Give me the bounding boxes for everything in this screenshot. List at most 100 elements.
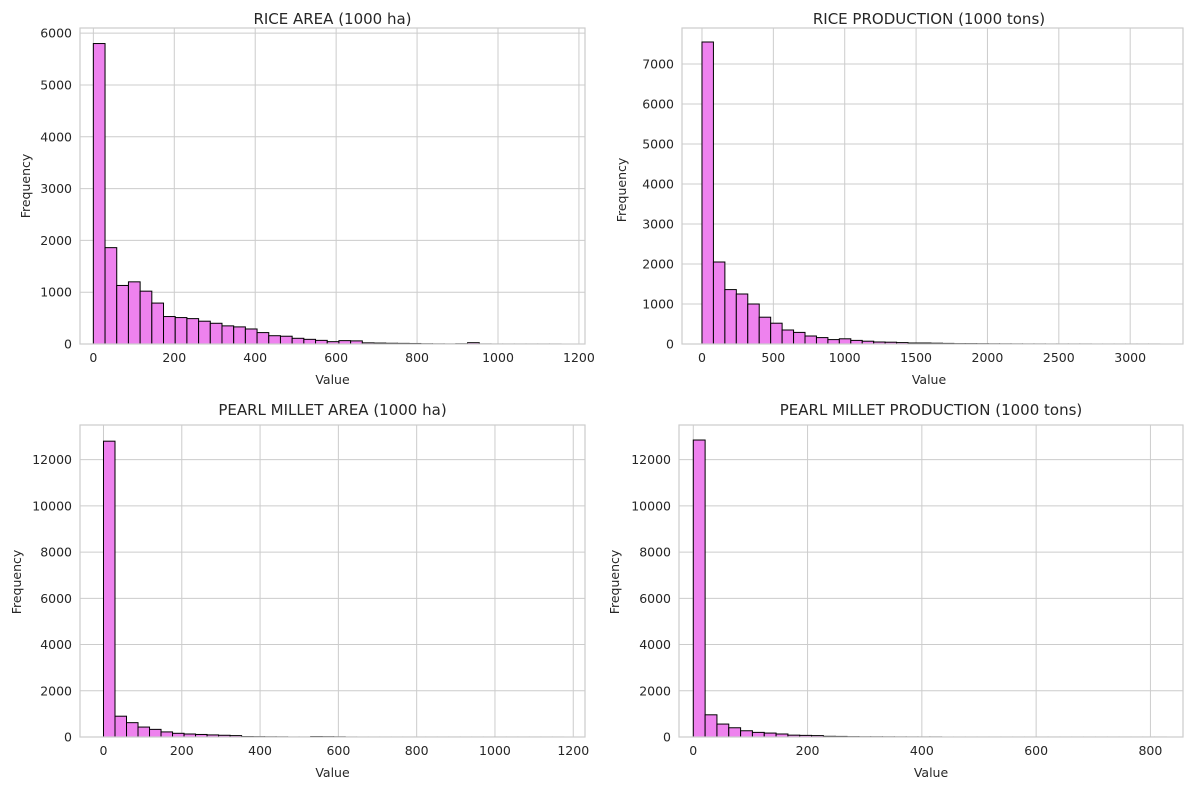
- x-axis-label: Value: [914, 765, 949, 780]
- tick-labels: 0 200 400 600 800 1000 1200 0 1000 2000 3000 4000 50…: [40, 26, 595, 365]
- x-tick-label: 2500: [1043, 350, 1075, 365]
- histogram-bar: [704, 714, 718, 738]
- panel-rice-area: 0 200 400 600 800 1000 1200 0 1000 2000 3000 4000 50…: [18, 10, 595, 387]
- x-tick-label: 600: [324, 350, 348, 365]
- x-tick-label: 200: [796, 743, 820, 758]
- y-tick-label: 8000: [639, 545, 671, 560]
- x-tick-label: 600: [326, 743, 350, 758]
- x-tick-label: 0: [100, 743, 108, 758]
- y-axis-label: Frequency: [614, 157, 629, 222]
- histogram-bar: [198, 320, 211, 345]
- x-tick-label: 1200: [557, 743, 589, 758]
- y-tick-label: 2000: [642, 257, 674, 272]
- histogram-bar: [716, 723, 730, 738]
- x-tick-label: 0: [689, 743, 697, 758]
- panel-pearl-millet-area: 0 200 400 600 800 1000 12000200040006000800010…: [9, 401, 589, 780]
- y-tick-label: 10000: [631, 498, 671, 513]
- histogram-bar: [126, 722, 139, 738]
- histogram-bar: [102, 440, 116, 738]
- histogram-bar: [163, 316, 176, 345]
- histogram-bar: [804, 335, 817, 345]
- histogram-bar: [174, 317, 188, 345]
- y-tick-label: 12000: [32, 452, 72, 467]
- x-tick-label: 400: [248, 743, 272, 758]
- histogram-bar: [151, 302, 165, 345]
- x-tick-label: 800: [1138, 743, 1162, 758]
- x-axis-label: Value: [315, 372, 350, 387]
- y-tick-label: 6000: [40, 591, 72, 606]
- histogram-bar: [740, 730, 753, 738]
- histogram-bar: [116, 284, 129, 345]
- y-tick-label: 8000: [40, 545, 72, 560]
- y-tick-label: 5000: [642, 137, 674, 152]
- y-tick-label: 7000: [642, 57, 674, 72]
- histogram-bar: [701, 41, 714, 345]
- y-axis-label: Frequency: [18, 153, 33, 218]
- y-tick-label: 12000: [631, 452, 671, 467]
- histogram-bar: [160, 731, 174, 738]
- x-tick-label: 1000: [829, 350, 861, 365]
- histogram-bar: [751, 731, 765, 738]
- y-tick-label: 6000: [40, 26, 72, 41]
- histogram-bar: [279, 335, 293, 345]
- x-tick-label: 500: [761, 350, 785, 365]
- plot-area-frame: [79, 424, 586, 738]
- histogram-bar: [268, 335, 281, 345]
- x-tick-label: 400: [910, 743, 934, 758]
- y-tick-label: 2000: [639, 683, 671, 698]
- chart-title: PEARL MILLET PRODUCTION (1000 tons): [780, 401, 1083, 419]
- x-tick-label: 1200: [563, 350, 595, 365]
- y-tick-label: 0: [663, 730, 671, 745]
- y-axis-label: Frequency: [607, 549, 622, 614]
- grid-lines: [80, 28, 585, 345]
- x-tick-label: 200: [162, 350, 186, 365]
- y-tick-label: 3000: [40, 181, 72, 196]
- chart-title: PEARL MILLET AREA (1000 ha): [218, 401, 446, 419]
- y-tick-label: 6000: [639, 591, 671, 606]
- plot-area-frame: [678, 424, 1184, 738]
- y-tick-label: 10000: [32, 498, 72, 513]
- tick-labels: 0 500 1000 1500 2000 2500 3000 0 1000 2000 3000 400…: [642, 57, 1146, 366]
- y-tick-label: 0: [666, 337, 674, 352]
- y-tick-label: 2000: [40, 233, 72, 248]
- histogram-bar: [724, 289, 737, 345]
- y-tick-label: 4000: [40, 637, 72, 652]
- y-tick-label: 6000: [642, 97, 674, 112]
- x-axis-label: Value: [912, 372, 947, 387]
- grid-lines: [679, 425, 1183, 738]
- plot-area-frame: [681, 27, 1184, 345]
- histogram-bar: [256, 332, 270, 345]
- histogram-bar: [692, 439, 706, 738]
- histogram-bar: [186, 318, 200, 345]
- histogram-bar: [149, 728, 162, 738]
- x-tick-label: 0: [698, 350, 706, 365]
- histogram-bar: [728, 727, 742, 738]
- plot-area-frame: [79, 27, 586, 345]
- x-tick-label: 800: [405, 743, 429, 758]
- y-tick-label: 5000: [40, 77, 72, 92]
- y-tick-label: 1000: [642, 297, 674, 312]
- histogram-bar: [114, 715, 128, 738]
- y-tick-label: 4000: [40, 129, 72, 144]
- y-tick-label: 3000: [642, 217, 674, 232]
- histogram-bar: [781, 329, 795, 345]
- y-tick-label: 1000: [40, 285, 72, 300]
- histogram-bar: [758, 316, 772, 345]
- histogram-bar: [735, 293, 749, 345]
- tick-labels: 0 200 400 600 800 1000 12000200040006000800010…: [32, 452, 589, 758]
- x-tick-label: 200: [170, 743, 194, 758]
- histogram-bar: [244, 328, 258, 345]
- x-tick-label: 600: [1024, 743, 1048, 758]
- histogram-bar: [770, 322, 783, 345]
- y-tick-label: 4000: [639, 637, 671, 652]
- histogram-bar: [137, 726, 151, 738]
- panel-pearl-millet-production: 0 200 400 600 800020004000600080001000012000…: [607, 401, 1184, 780]
- x-tick-label: 1500: [900, 350, 932, 365]
- histogram-bar: [827, 339, 840, 345]
- histogram-bar: [747, 303, 760, 345]
- y-tick-label: 2000: [40, 683, 72, 698]
- chart-title: RICE PRODUCTION (1000 tons): [813, 10, 1045, 28]
- histogram-bar: [303, 338, 317, 345]
